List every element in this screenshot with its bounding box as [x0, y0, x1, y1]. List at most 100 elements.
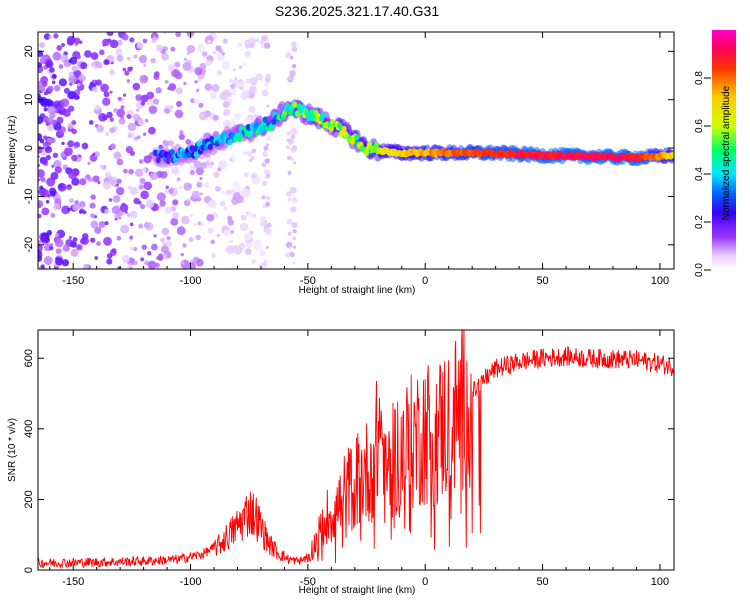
- noise-blob: [182, 243, 187, 248]
- y-tick-label: -20: [23, 237, 35, 253]
- noise-blob: [223, 229, 231, 237]
- y-tick-label: 10: [23, 94, 35, 106]
- noise-blob: [49, 67, 55, 73]
- noise-blob: [48, 245, 54, 251]
- noise-blob: [238, 65, 243, 70]
- noise-blob: [133, 197, 140, 205]
- noise-blob: [44, 146, 53, 154]
- streak-blob: [291, 222, 298, 229]
- noise-blob: [241, 89, 251, 99]
- noise-blob: [234, 76, 238, 80]
- noise-blob: [182, 61, 192, 71]
- noise-blob: [127, 133, 132, 138]
- noise-blob: [39, 42, 46, 48]
- noise-blob: [237, 42, 243, 48]
- noise-blob: [196, 88, 200, 93]
- noise-blob: [188, 236, 194, 242]
- ridge-cell: [262, 116, 268, 123]
- snr-series-line: [38, 330, 674, 570]
- snr-frame: [37, 329, 675, 571]
- noise-blob: [221, 52, 225, 56]
- noise-blob: [127, 185, 132, 190]
- streak-blob: [290, 206, 296, 213]
- noise-blob: [241, 188, 251, 198]
- noise-blob: [152, 98, 160, 105]
- noise-blob: [61, 141, 65, 146]
- noise-blob: [160, 245, 169, 254]
- colorbar-tick-label: 0.8: [694, 71, 705, 85]
- noise-blob: [49, 243, 54, 247]
- noise-blob: [70, 248, 79, 257]
- ridge-cell: [193, 151, 199, 158]
- noise-blob: [76, 54, 81, 60]
- colorbar-tick-label: 0.0: [694, 263, 705, 277]
- noise-blob: [40, 76, 49, 84]
- x-tick-label: 100: [651, 576, 669, 588]
- noise-blob: [119, 203, 129, 212]
- ridge-cell: [328, 125, 334, 132]
- noise-blob: [245, 248, 252, 255]
- noise-blob: [227, 219, 235, 226]
- noise-blob: [164, 189, 170, 194]
- noise-blob: [55, 248, 62, 255]
- ridge-cell: [309, 108, 315, 116]
- noise-blob: [118, 117, 126, 125]
- colorbar-tick-label: 0.6: [694, 119, 705, 133]
- noise-blob: [232, 180, 240, 189]
- streak-blob: [266, 135, 272, 142]
- noise-blob: [116, 108, 125, 118]
- noise-blob: [181, 261, 185, 265]
- noise-blob: [41, 207, 50, 216]
- noise-blob: [172, 199, 179, 206]
- noise-blob: [68, 74, 78, 84]
- streak-blob: [261, 195, 266, 200]
- noise-blob: [43, 107, 48, 112]
- noise-blob: [61, 259, 70, 267]
- noise-blob: [102, 97, 111, 106]
- noise-blob: [165, 169, 170, 174]
- noise-blob: [140, 190, 149, 200]
- noise-blob: [181, 215, 190, 225]
- noise-blob: [161, 227, 170, 236]
- noise-blob: [230, 229, 235, 235]
- streak-blob: [260, 221, 266, 227]
- noise-blob: [120, 105, 125, 110]
- noise-blob: [130, 246, 134, 251]
- noise-blob: [143, 63, 147, 67]
- noise-blob: [245, 78, 252, 84]
- noise-blob: [142, 38, 148, 44]
- noise-blob: [210, 161, 214, 166]
- x-tick-label: -100: [180, 275, 202, 287]
- noise-blob: [81, 233, 89, 240]
- noise-blob: [243, 151, 247, 155]
- noise-blob: [174, 109, 184, 119]
- noise-blob: [38, 213, 42, 219]
- noise-blob: [96, 125, 104, 133]
- noise-blob: [193, 256, 198, 261]
- noise-blob: [211, 84, 220, 92]
- noise-blob: [56, 45, 63, 51]
- noise-blob: [129, 222, 134, 227]
- noise-blob: [44, 91, 48, 96]
- noise-blob: [194, 67, 203, 76]
- noise-blob: [245, 211, 249, 215]
- noise-blob: [147, 251, 152, 256]
- noise-blob: [60, 98, 70, 108]
- noise-blob: [190, 98, 196, 104]
- noise-blob: [114, 151, 121, 159]
- noise-blob: [204, 83, 213, 92]
- ridge-cell: [165, 157, 171, 165]
- streak-blob: [262, 180, 268, 186]
- noise-blob: [229, 79, 234, 83]
- colorbar-label: Normalized spectral amplitude: [721, 85, 732, 220]
- y-tick-label: 0: [23, 145, 35, 151]
- noise-blob: [126, 213, 131, 217]
- streak-blob: [266, 104, 270, 108]
- noise-blob: [129, 37, 135, 43]
- noise-blob: [175, 32, 182, 38]
- x-tick-label: 100: [651, 275, 669, 287]
- noise-blob: [180, 252, 184, 257]
- noise-blob: [79, 178, 87, 186]
- spectrogram-heatmap: [38, 32, 674, 269]
- noise-blob: [116, 235, 122, 241]
